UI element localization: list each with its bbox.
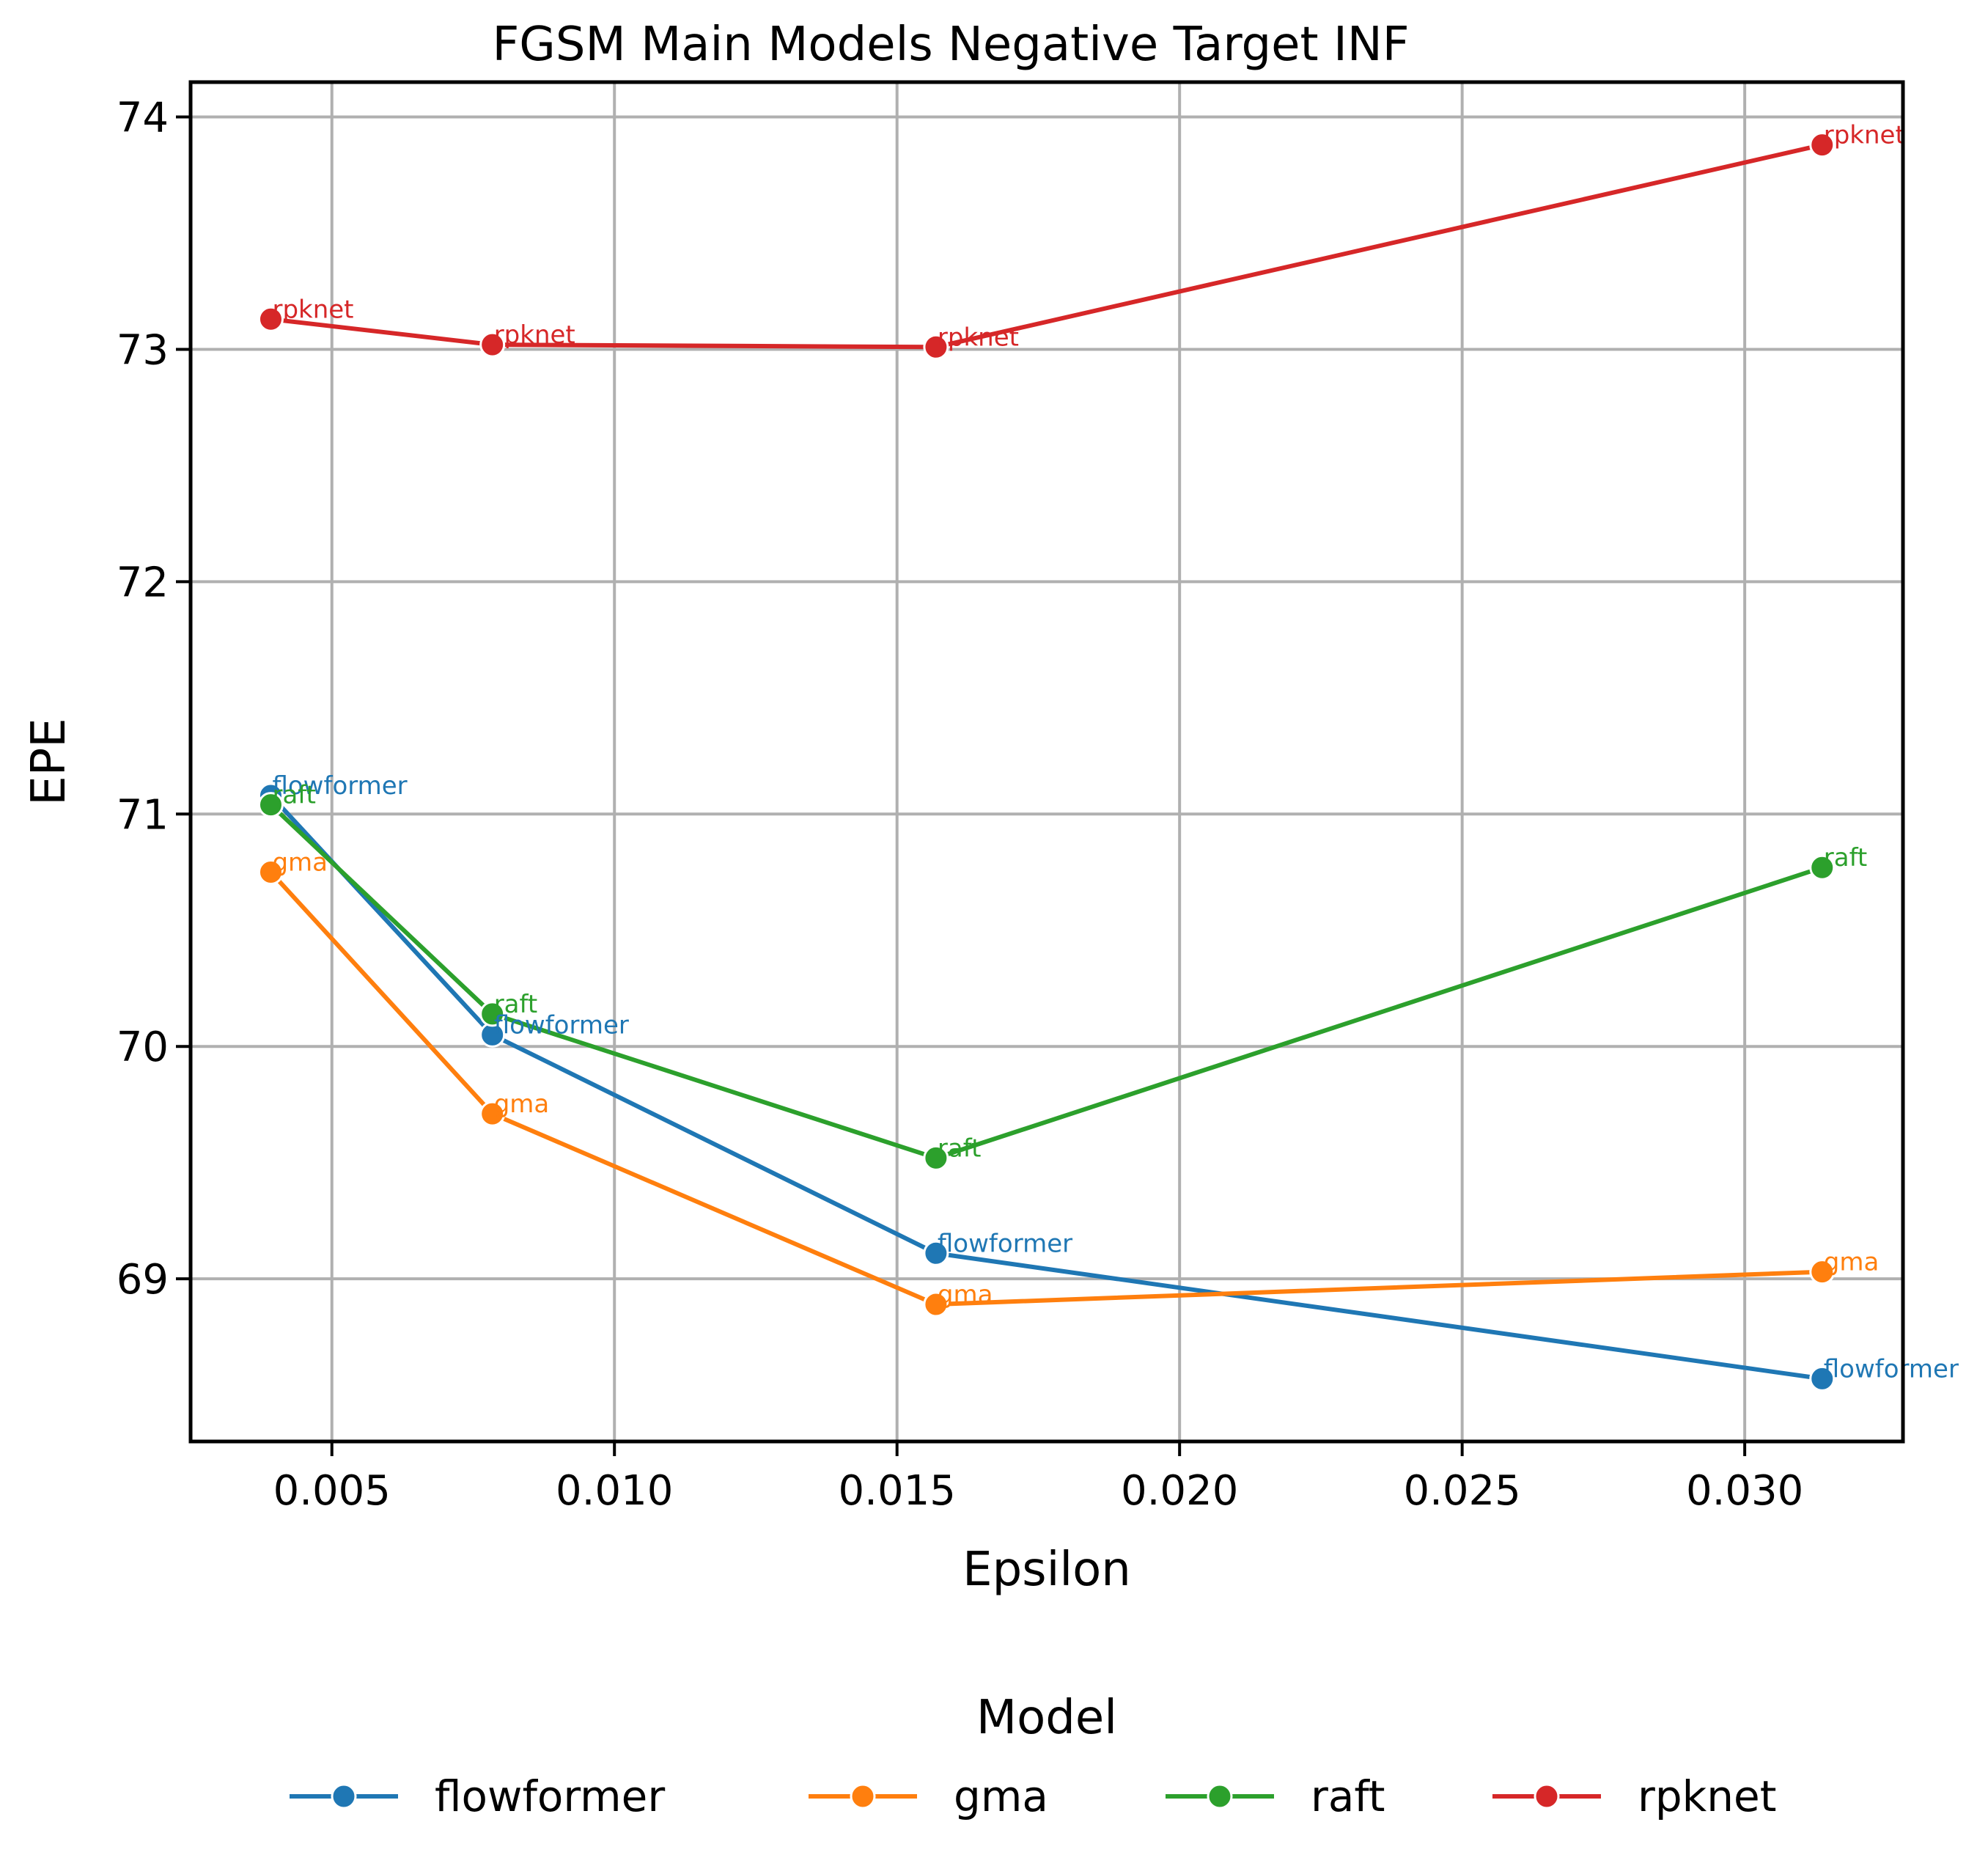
data-point-gma <box>923 1291 949 1318</box>
point-label-rpknet: rpknet <box>494 320 575 350</box>
series-line-rpknet <box>270 142 1823 350</box>
y-tick-label: 72 <box>117 559 169 606</box>
point-label-rpknet: rpknet <box>272 295 353 324</box>
point-label-flowformer: flowformer <box>494 1010 629 1040</box>
data-point-gma <box>1809 1259 1836 1285</box>
x-tick-label: 0.015 <box>839 1467 956 1515</box>
x-axis-label: Epsilon <box>962 1543 1131 1597</box>
legend-label-flowformer: flowformer <box>435 1771 665 1821</box>
y-tick-label: 71 <box>117 791 169 839</box>
y-axis-ticks: 69 70 71 72 73 74 <box>117 95 191 1304</box>
point-label-gma: gma <box>1824 1248 1880 1277</box>
point-labels: flowformer flowformer flowformer flowformer… <box>272 121 1958 1384</box>
data-point-raft <box>257 792 284 818</box>
legend-label-raft: raft <box>1311 1771 1385 1821</box>
data-point-rpknet <box>1809 132 1836 158</box>
series-line-raft <box>269 803 1823 1161</box>
point-label-raft: raft <box>272 781 316 810</box>
y-tick-label: 69 <box>117 1256 169 1304</box>
legend-marker-gma <box>850 1783 876 1810</box>
y-tick-label: 70 <box>117 1024 169 1071</box>
data-point-raft <box>923 1145 949 1171</box>
legend-label-gma: gma <box>954 1771 1048 1821</box>
point-label-raft: raft <box>938 1134 982 1163</box>
data-point-raft <box>1809 854 1836 881</box>
legend: flowformer gma raft rpknet <box>290 1771 1776 1821</box>
y-tick-label: 73 <box>117 326 169 374</box>
data-point-gma <box>479 1101 506 1127</box>
plot-frame <box>188 80 1905 1444</box>
legend-marker-raft <box>1207 1783 1233 1810</box>
x-tick-label: 0.020 <box>1121 1467 1238 1515</box>
x-axis-ticks: 0.005 0.010 0.015 0.020 0.025 0.030 <box>273 1441 1803 1515</box>
data-point-raft <box>479 1001 506 1027</box>
point-label-rpknet: rpknet <box>1824 121 1905 150</box>
x-tick-label: 0.025 <box>1403 1467 1520 1515</box>
legend-title: Model <box>976 1691 1117 1745</box>
point-label-gma: gma <box>494 1090 550 1119</box>
point-label-gma: gma <box>272 848 328 878</box>
point-label-rpknet: rpknet <box>938 323 1019 352</box>
x-tick-label: 0.010 <box>556 1467 673 1515</box>
x-tick-label: 0.005 <box>273 1467 391 1515</box>
legend-marker-flowformer <box>331 1783 357 1810</box>
point-label-flowformer: flowformer <box>1824 1354 1959 1384</box>
data-point-flowformer <box>1809 1365 1836 1392</box>
data-point-flowformer <box>923 1240 949 1266</box>
series-line-gma <box>269 870 1822 1307</box>
series-layer <box>257 132 1836 1392</box>
y-axis-label: EPE <box>22 718 76 805</box>
legend-marker-rpknet <box>1534 1783 1560 1810</box>
grid <box>191 82 1903 1441</box>
data-point-rpknet <box>923 334 949 360</box>
data-point-rpknet <box>479 331 506 358</box>
data-point-gma <box>257 859 284 886</box>
legend-label-rpknet: rpknet <box>1638 1771 1776 1821</box>
point-label-raft: raft <box>1824 843 1868 873</box>
point-label-flowformer: flowformer <box>938 1229 1072 1258</box>
point-label-raft: raft <box>494 990 538 1019</box>
point-label-flowformer: flowformer <box>272 771 407 801</box>
data-point-rpknet <box>257 306 284 332</box>
y-tick-label: 74 <box>117 95 169 142</box>
x-tick-label: 0.030 <box>1686 1467 1803 1515</box>
series-line-flowformer <box>269 793 1823 1381</box>
chart-title: FGSM Main Models Negative Target INF <box>492 18 1409 72</box>
point-label-gma: gma <box>938 1280 993 1309</box>
